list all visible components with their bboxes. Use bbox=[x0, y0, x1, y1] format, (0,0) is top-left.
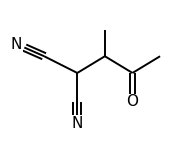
Text: N: N bbox=[11, 37, 22, 52]
Text: N: N bbox=[72, 116, 83, 131]
Text: O: O bbox=[126, 94, 139, 109]
